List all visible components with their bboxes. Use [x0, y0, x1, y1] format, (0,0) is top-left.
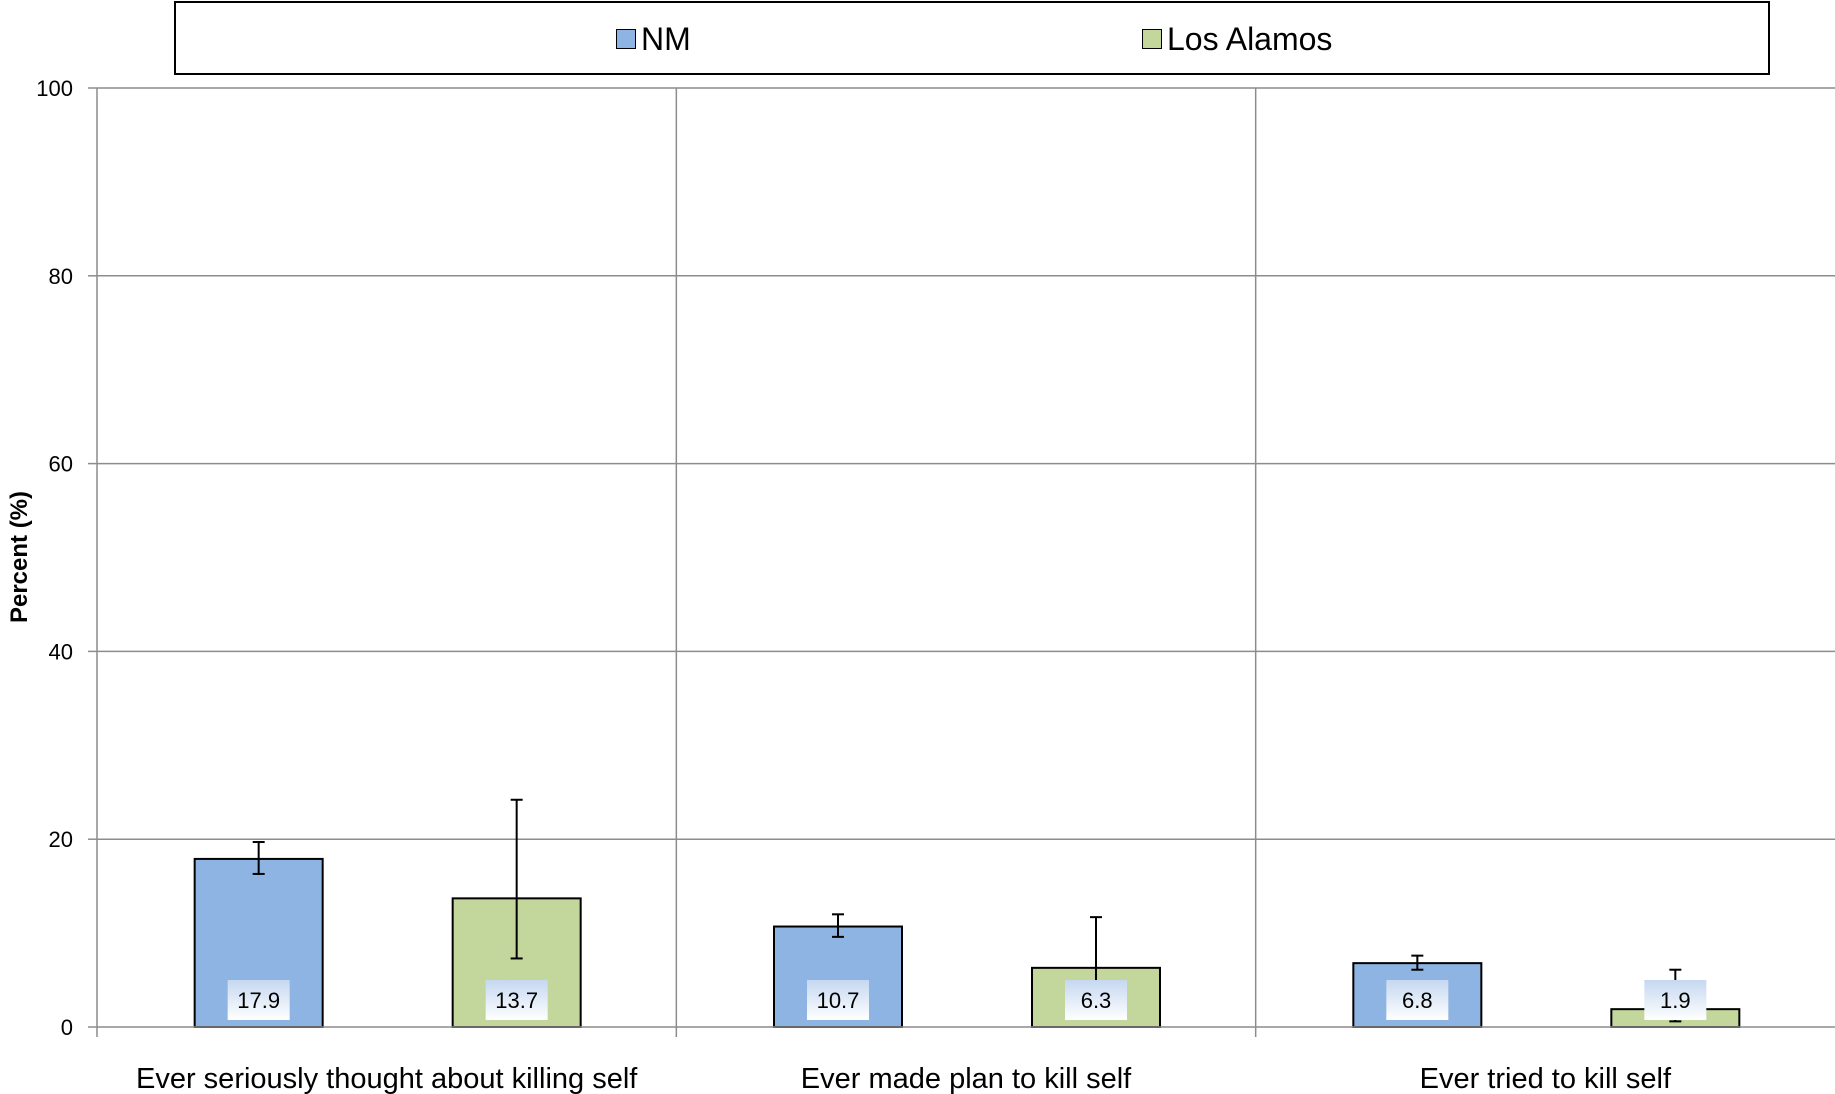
data-label-bg-nm-2 [807, 980, 869, 1020]
y-axis-title: Percent (%) [6, 491, 33, 623]
y-tick-label-0: 0 [61, 1015, 73, 1040]
data-label-bg-nm-1 [227, 980, 290, 1020]
x-category-label-1: Ever seriously thought about killing sel… [136, 1063, 638, 1094]
data-label-los-alamos-2: 6.3 [1081, 988, 1112, 1013]
y-tick-label-60: 60 [49, 452, 73, 477]
legend-swatch-los-alamos [1142, 29, 1162, 49]
data-label-los-alamos-3: 1.9 [1660, 988, 1691, 1013]
legend-swatch-nm [616, 29, 636, 49]
data-label-bg-nm-3 [1386, 980, 1449, 1020]
y-tick-label-100: 100 [36, 76, 73, 101]
data-label-bg-los-alamos-2 [1065, 980, 1127, 1020]
bars [193, 798, 1741, 1029]
axes [88, 87, 1835, 1037]
legend-item-los-alamos: Los Alamos [1142, 21, 1332, 57]
data-label-bg-los-alamos-1 [485, 980, 548, 1020]
y-tick-label-20: 20 [49, 827, 73, 852]
x-category-label-2: Ever made plan to kill self [801, 1063, 1132, 1094]
legend: NM Los Alamos [174, 1, 1770, 75]
legend-label-nm: NM [641, 21, 691, 57]
data-label-nm-2: 10.7 [817, 988, 860, 1013]
y-tick-label-40: 40 [49, 639, 73, 664]
x-category-label-3: Ever tried to kill self [1420, 1063, 1672, 1094]
legend-label-los-alamos: Los Alamos [1167, 21, 1333, 57]
gridlines [97, 87, 1835, 1037]
data-label-los-alamos-1: 13.7 [495, 988, 538, 1013]
data-label-bg-los-alamos-3 [1644, 980, 1707, 1020]
data-label-nm-3: 6.8 [1402, 988, 1433, 1013]
legend-item-nm: NM [616, 21, 691, 57]
y-tick-label-80: 80 [49, 264, 73, 289]
data-label-nm-1: 17.9 [237, 988, 280, 1013]
labels: 0 20 40 60 80 100 Ever seriously thought about… [36, 76, 1707, 1094]
